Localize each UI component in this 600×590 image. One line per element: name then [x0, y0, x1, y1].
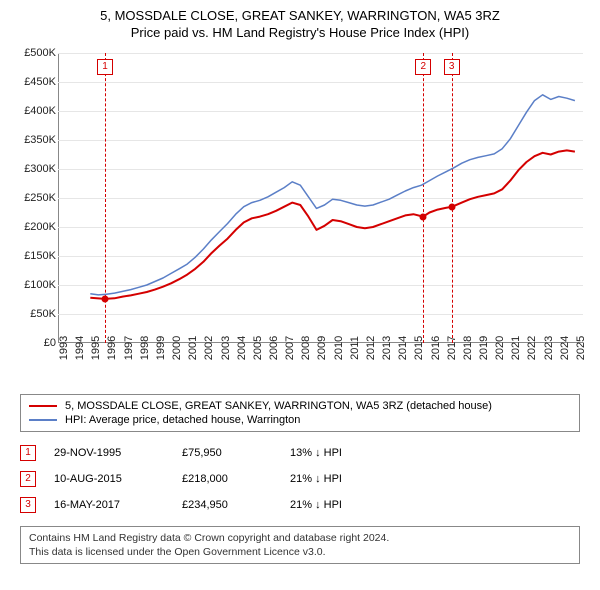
attribution-line: This data is licensed under the Open Gov… — [29, 545, 571, 559]
series-svg — [8, 48, 588, 348]
event-row: 3 16-MAY-2017 £234,950 21% ↓ HPI — [20, 492, 580, 518]
event-delta: 21% ↓ HPI — [290, 473, 400, 485]
legend: 5, MOSSDALE CLOSE, GREAT SANKEY, WARRING… — [20, 394, 580, 432]
events-table: 1 29-NOV-1995 £75,950 13% ↓ HPI 2 10-AUG… — [20, 440, 580, 518]
series-line-hpi — [90, 95, 575, 295]
legend-row: 5, MOSSDALE CLOSE, GREAT SANKEY, WARRING… — [29, 399, 571, 413]
legend-swatch-property — [29, 405, 57, 407]
legend-label: HPI: Average price, detached house, Warr… — [65, 414, 300, 426]
event-marker-2: 2 — [20, 471, 36, 487]
chart-title: 5, MOSSDALE CLOSE, GREAT SANKEY, WARRING… — [8, 8, 592, 40]
event-date: 10-AUG-2015 — [54, 473, 164, 485]
attribution-line: Contains HM Land Registry data © Crown c… — [29, 531, 571, 545]
event-date: 16-MAY-2017 — [54, 499, 164, 511]
event-marker-1: 1 — [20, 445, 36, 461]
attribution: Contains HM Land Registry data © Crown c… — [20, 526, 580, 564]
legend-label: 5, MOSSDALE CLOSE, GREAT SANKEY, WARRING… — [65, 400, 492, 412]
event-price: £75,950 — [182, 447, 272, 459]
legend-swatch-hpi — [29, 419, 57, 421]
series-line-property — [90, 150, 575, 299]
event-row: 1 29-NOV-1995 £75,950 13% ↓ HPI — [20, 440, 580, 466]
legend-row: HPI: Average price, detached house, Warr… — [29, 413, 571, 427]
event-price: £218,000 — [182, 473, 272, 485]
event-delta: 21% ↓ HPI — [290, 499, 400, 511]
price-chart: £0£50K£100K£150K£200K£250K£300K£350K£400… — [8, 48, 592, 388]
title-line-1: 5, MOSSDALE CLOSE, GREAT SANKEY, WARRING… — [8, 8, 592, 23]
title-line-2: Price paid vs. HM Land Registry's House … — [8, 25, 592, 40]
event-price: £234,950 — [182, 499, 272, 511]
event-row: 2 10-AUG-2015 £218,000 21% ↓ HPI — [20, 466, 580, 492]
event-delta: 13% ↓ HPI — [290, 447, 400, 459]
event-marker-3: 3 — [20, 497, 36, 513]
event-date: 29-NOV-1995 — [54, 447, 164, 459]
